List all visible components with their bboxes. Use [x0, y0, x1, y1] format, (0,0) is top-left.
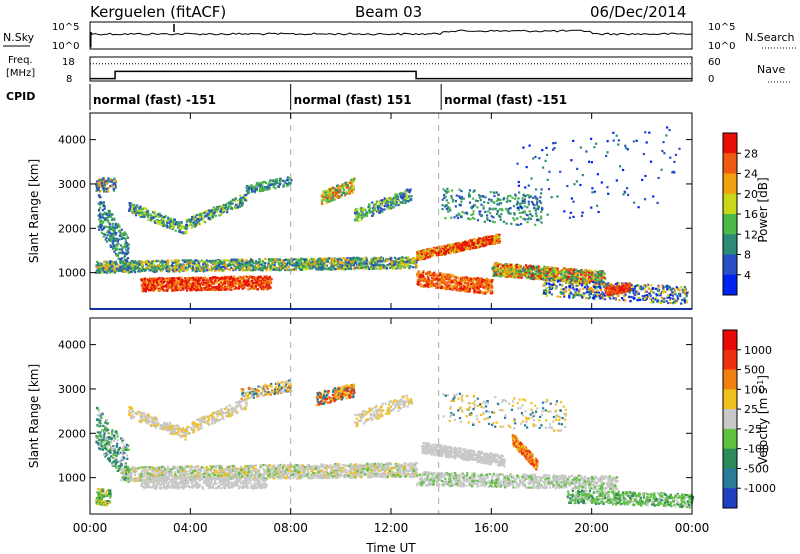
power-colorbar-seg-4 [723, 214, 737, 235]
velocity-colorbar-label-0: 1000 [744, 344, 772, 357]
freq-ytick-bottom: 8 [66, 74, 72, 85]
xtick-label-3: 12:00 [374, 521, 409, 535]
velocity-colorbar-label: Velocity [m s-1] [756, 375, 770, 465]
velocity-colorbar-label-5: -100 [744, 443, 769, 456]
velocity-colorbar-frame [722, 329, 738, 509]
xtick-label-4: 16:00 [474, 521, 509, 535]
freq-ytick-top: 18 [62, 57, 75, 68]
velocity-colorbar-label-3: 25 [744, 403, 758, 416]
nsky-ytick-top: 10^5 [52, 22, 79, 33]
power-colorbar-seg-3 [723, 193, 737, 215]
xtick-label-2: 08:00 [273, 521, 308, 535]
freq-label-2: [MHz] [6, 68, 35, 79]
xtick-label-6: 00:00 [675, 521, 710, 535]
xaxis-label: Time UT [365, 541, 416, 554]
xtick-label-1: 04:00 [173, 521, 208, 535]
power-colorbar: 28 24 20 16 12 8 4 [722, 132, 758, 296]
nsky-series [90, 29, 693, 48]
cpid-label: CPID [6, 90, 35, 103]
velocity-colorbar-seg-6 [723, 448, 737, 469]
date-label: 06/Dec/2014 [590, 3, 686, 21]
power-colorbar-label-2: 20 [744, 188, 758, 201]
power-colorbar-label-5: 8 [744, 249, 751, 262]
power-colorbar-seg-2 [723, 173, 737, 195]
velocity-colorbar: 1000 500 100 25 -25 -100 -500 -1000 [722, 329, 776, 509]
heat-blob-12 [499, 215, 502, 219]
velocity-colorbar-label-exp: -1 [756, 380, 765, 388]
heat-blob-15 [660, 168, 663, 171]
velocity-colorbar-label-1: 500 [744, 364, 765, 377]
ytick-label-p-0: 4000 [58, 134, 86, 147]
power-ylabel: Slant Range [km] [27, 159, 41, 263]
power-heatmap [95, 113, 689, 309]
cpid-row: normal (fast) -151 normal (fast) 151 norma… [89, 84, 567, 110]
xtick-label-5: 20:00 [574, 521, 609, 535]
power-colorbar-label-6: 4 [744, 269, 751, 282]
ytick-label-p-3: 1000 [58, 267, 86, 280]
velocity-colorbar-label-6: -500 [744, 462, 769, 475]
station-title: Kerguelen (fitACF) [90, 3, 226, 21]
nsearch-label: N.Search [745, 31, 795, 44]
power-colorbar-seg-7 [723, 274, 737, 296]
velocity-colorbar-label-main: Velocity [m s [756, 388, 770, 465]
velocity-colorbar-seg-4 [723, 409, 737, 430]
xtick-label-0: 00:00 [73, 521, 108, 535]
velocity-colorbar-seg-8 [723, 488, 737, 509]
time-axis: 00:00 04:00 08:00 12:00 16:00 20:00 00:00 [73, 113, 710, 535]
heat-blob-11 [688, 506, 691, 509]
ytick-label-p-1: 3000 [58, 178, 86, 191]
cpid-segment-1: normal (fast) 151 [294, 93, 412, 107]
velocity-colorbar-seg-3 [723, 389, 737, 410]
nsky-ytick-bottom: 10^0 [52, 41, 79, 52]
ytick-label-v-2: 2000 [58, 427, 86, 440]
velocity-colorbar-seg-5 [723, 428, 737, 450]
heat-blob-13 [600, 288, 603, 292]
velocity-colorbar-label-2: 100 [744, 383, 765, 396]
ytick-label-v-0: 4000 [58, 339, 86, 352]
velocity-colorbar-seg-7 [723, 468, 737, 489]
velocity-colorbar-seg-0 [723, 330, 737, 351]
power-colorbar-label: Power [dB] [756, 177, 770, 242]
velocity-heatmap [95, 318, 695, 514]
cpid-segment-0: normal (fast) -151 [93, 93, 216, 107]
power-yaxis: 4000 3000 2000 1000 [58, 134, 692, 280]
beam-label: Beam 03 [355, 3, 422, 21]
freq-label-1: Freq. [8, 55, 33, 66]
ytick-label-p-2: 2000 [58, 222, 86, 235]
velocity-colorbar-label-end: ] [756, 375, 770, 380]
velocity-colorbar-label-4: -25 [744, 423, 762, 436]
power-colorbar-label-1: 24 [744, 168, 758, 181]
freq-series [90, 70, 692, 80]
power-colorbar-seg-6 [723, 254, 737, 276]
heat-blob-14 [623, 285, 626, 288]
nsearch-ytick-top: 10^5 [708, 22, 735, 33]
ytick-label-v-3: 1000 [58, 472, 86, 485]
velocity-ylabel: Slant Range [km] [27, 364, 41, 468]
power-colorbar-label-0: 28 [744, 147, 758, 160]
power-colorbar-seg-0 [723, 133, 737, 154]
heat-blob-6 [267, 183, 270, 186]
nsky-label: N.Sky [3, 31, 35, 44]
velocity-colorbar-seg-2 [723, 369, 737, 390]
nave-ytick-bottom: 0 [708, 74, 714, 85]
velocity-colorbar-seg-1 [723, 349, 737, 371]
power-colorbar-seg-5 [723, 234, 737, 255]
ytick-label-v-1: 3000 [58, 383, 86, 396]
cpid-segment-2: normal (fast) -151 [444, 93, 567, 107]
velocity-yaxis: 4000 3000 2000 1000 [58, 339, 692, 485]
power-colorbar-label-4: 12 [744, 228, 758, 241]
nave-ytick-top: 60 [708, 57, 721, 68]
power-colorbar-label-3: 16 [744, 208, 758, 221]
nave-label: Nave [757, 63, 785, 76]
nsky-panel-frame [89, 21, 693, 50]
freq-panel-frame [89, 56, 693, 82]
power-colorbar-seg-1 [723, 153, 737, 174]
nsearch-ytick-bottom: 10^0 [708, 41, 735, 52]
velocity-colorbar-label-7: -1000 [744, 482, 776, 495]
